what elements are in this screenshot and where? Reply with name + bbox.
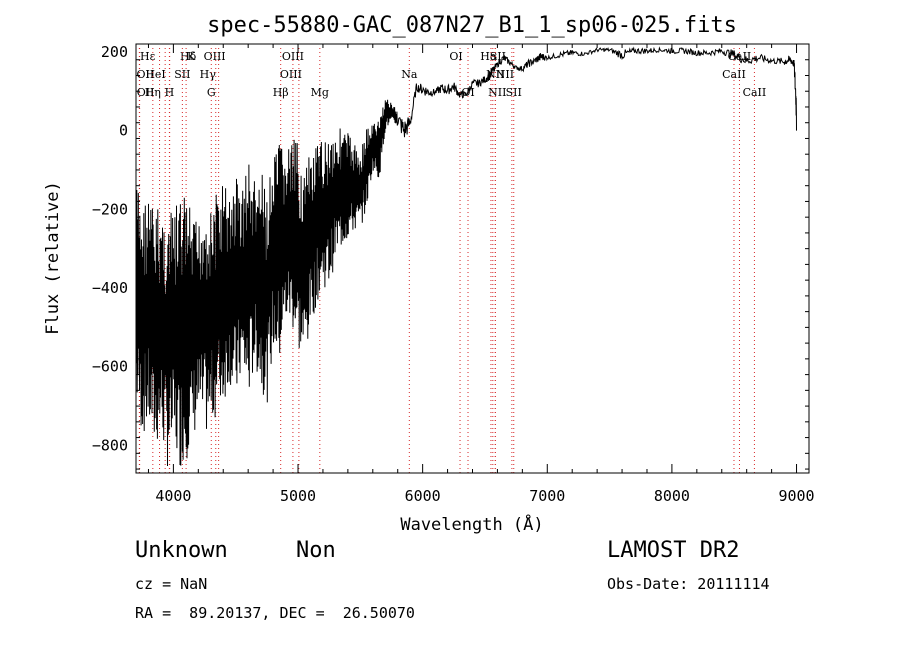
line-marker-label: Hη xyxy=(145,86,161,99)
spectrum-line xyxy=(135,46,797,467)
y-tick-label: 200 xyxy=(101,43,128,61)
line-marker-label: OI xyxy=(449,50,462,63)
x-tick-label: 5000 xyxy=(280,487,316,505)
line-marker-label: Hγ xyxy=(200,68,217,81)
x-tick-label: 6000 xyxy=(405,487,441,505)
line-marker-label: OIII xyxy=(282,50,304,63)
y-axis-label: Flux (relative) xyxy=(43,181,63,335)
line-marker-label: OIII xyxy=(280,68,302,81)
subclass-label: Non xyxy=(296,538,336,563)
y-tick-label: −800 xyxy=(92,436,128,454)
line-marker-label: Mg xyxy=(311,86,329,99)
axes: 4000 5000 6000 7000 8000 9000 −800 −600 −400 −200… xyxy=(92,43,815,505)
line-marker-label: OII xyxy=(137,68,155,81)
x-tick-label: 4000 xyxy=(155,487,191,505)
line-marker-label: Hδ xyxy=(180,50,197,63)
line-marker-label: Hβ xyxy=(273,86,289,99)
line-marker-label: SII xyxy=(174,68,190,81)
line-marker-label: H xyxy=(165,86,175,99)
spectrum-series xyxy=(135,46,797,467)
line-marker-label: Na xyxy=(401,68,418,81)
obs-date-label: Obs-Date: 20111114 xyxy=(607,575,770,593)
line-marker-label: G xyxy=(207,86,216,99)
line-marker-label: SII xyxy=(506,86,522,99)
line-marker-label: OIII xyxy=(204,50,226,63)
x-tick-label: 8000 xyxy=(654,487,690,505)
line-marker-label: HeI xyxy=(145,68,165,81)
y-tick-label: −200 xyxy=(92,200,128,218)
line-marker-label: Hα xyxy=(480,50,498,63)
line-marker-label: Hε xyxy=(140,50,156,63)
class-label: Unknown xyxy=(135,538,228,563)
line-marker-label: NII xyxy=(488,86,506,99)
coordinates-label: RA = 89.20137, DEC = 26.50070 xyxy=(135,604,415,622)
y-tick-label: −600 xyxy=(92,358,128,376)
x-axis-label: Wavelength (Å) xyxy=(400,513,543,535)
line-marker-label: CaII xyxy=(722,68,746,81)
chart-title: spec-55880-GAC_087N27_B1_1_sp06-025.fits xyxy=(207,13,737,38)
redshift-label: cz = NaN xyxy=(135,575,208,593)
line-marker-label: NII xyxy=(496,68,514,81)
line-marker-label: CaII xyxy=(743,86,767,99)
x-tick-label: 9000 xyxy=(778,487,814,505)
y-tick-label: −400 xyxy=(92,279,128,297)
y-tick-label: 0 xyxy=(119,122,128,140)
line-marker-label: K xyxy=(187,50,196,63)
x-tick-label: 7000 xyxy=(529,487,565,505)
line-marker-label: OII xyxy=(137,86,155,99)
survey-label: LAMOST DR2 xyxy=(607,538,740,563)
